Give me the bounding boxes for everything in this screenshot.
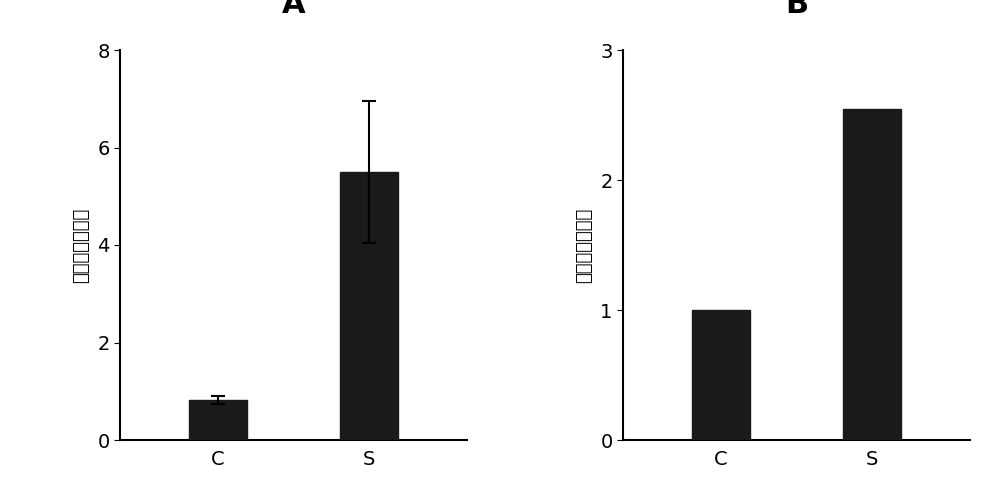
Text: A: A [282, 0, 305, 19]
Y-axis label: 基因相对表达量: 基因相对表达量 [575, 208, 593, 282]
Y-axis label: 基因相对表达量: 基因相对表达量 [72, 208, 90, 282]
Text: B: B [785, 0, 808, 19]
Bar [692, 310, 750, 440]
Bar [189, 400, 247, 440]
Bar [340, 172, 398, 440]
Bar [843, 108, 901, 440]
